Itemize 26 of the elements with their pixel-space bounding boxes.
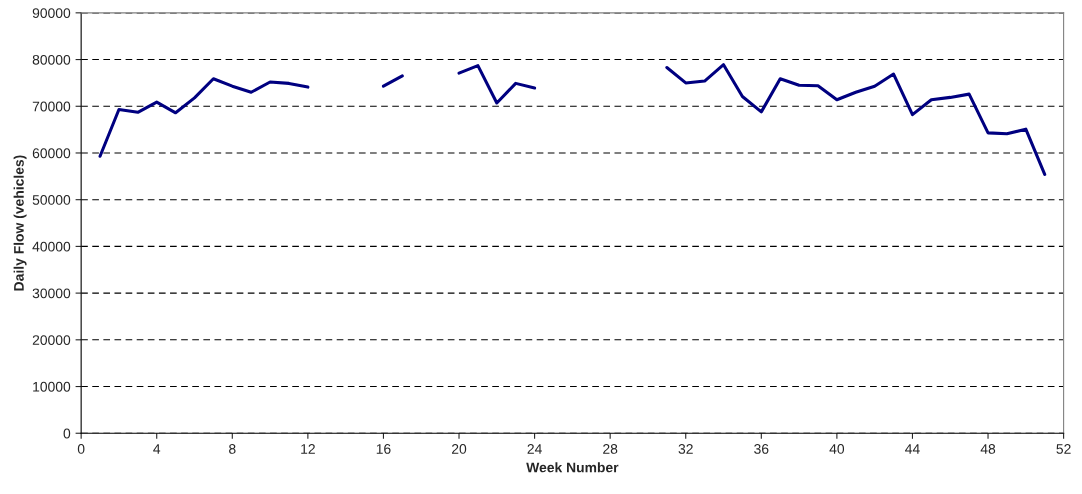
x-tick-label: 20 [451,444,467,454]
x-tick-label: 28 [603,444,618,454]
x-tick-label: 12 [301,444,315,454]
x-tick-label: 24 [527,444,542,454]
y-tick-label: 30000 [32,288,71,299]
x-tick-label: 44 [905,444,920,454]
y-axis-title: Daily Flow (vehicles) [13,155,27,291]
x-tick-label: 8 [229,444,236,454]
x-tick-label: 52 [1056,444,1071,454]
y-tick-label: 10000 [33,381,71,392]
y-tick-label: 0 [63,428,71,439]
x-tick-label: 36 [754,444,769,454]
x-tick-label: 48 [980,444,996,454]
y-tick-label: 70000 [32,101,71,112]
y-tick-label: 40000 [32,241,71,252]
y-tick-label: 60000 [32,148,71,159]
x-tick-label: 32 [678,444,693,454]
x-tick-label: 0 [77,444,85,454]
y-tick-label: 80000 [32,54,71,65]
y-tick-label: 20000 [32,335,71,345]
x-tick-label: 4 [153,444,161,454]
x-axis-title: Week Number [526,462,619,473]
y-tick-label: 50000 [32,195,71,205]
x-tick-label: 16 [376,444,391,454]
y-tick-label: 90000 [32,8,71,19]
x-tick-label: 40 [829,444,845,454]
